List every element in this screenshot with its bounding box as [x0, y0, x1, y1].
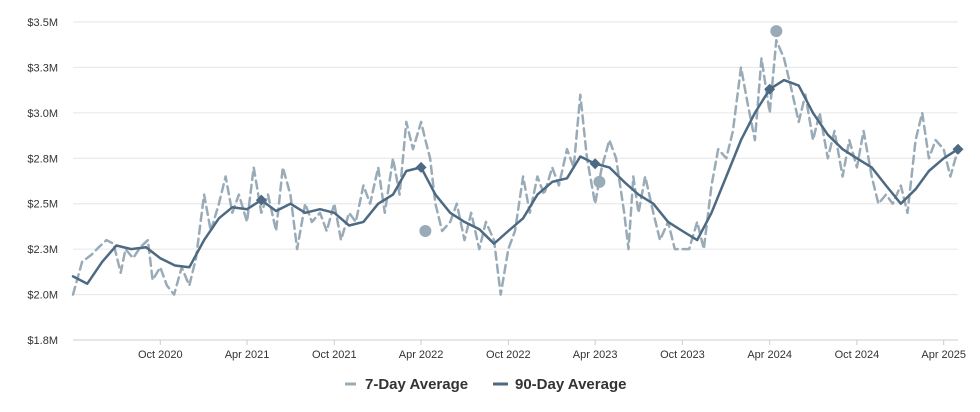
marker-7-day [770, 25, 783, 38]
legend-label-90-day: 90-Day Average [515, 376, 626, 393]
series-line-90-day [71, 78, 960, 285]
marker-90-day [764, 83, 776, 95]
series-markers [255, 25, 964, 237]
x-tick-label: Oct 2024 [835, 349, 880, 361]
marker-90-day [589, 158, 601, 170]
y-tick-label: $3.0M [27, 108, 58, 120]
series-lines [71, 38, 960, 296]
x-tick-label: Apr 2024 [747, 349, 792, 361]
y-tick-label: $2.8M [27, 153, 58, 165]
legend[interactable]: 7-Day Average 90-Day Average [345, 376, 626, 393]
y-tick-label: $3.5M [27, 17, 58, 29]
marker-90-day [255, 194, 267, 206]
x-tick-label: Apr 2022 [399, 349, 444, 361]
x-tick-label: Oct 2022 [486, 349, 531, 361]
x-tick-label: Apr 2021 [225, 349, 270, 361]
marker-90-day [952, 143, 964, 155]
series-line-7-day [71, 38, 960, 296]
marker-7-day [593, 175, 606, 188]
x-axis-ticks: Oct 2020 Apr 2021 Oct 2021 Apr 2022 Oct 2022… [138, 340, 966, 361]
x-tick-label: Apr 2025 [921, 349, 966, 361]
legend-item-7-day[interactable]: 7-Day Average [345, 376, 468, 393]
y-tick-label: $2.0M [27, 290, 58, 302]
marker-7-day [419, 224, 432, 237]
x-tick-label: Oct 2023 [660, 349, 705, 361]
y-tick-label: $3.3M [27, 62, 58, 74]
grid-lines [73, 21, 958, 296]
x-tick-label: Apr 2023 [573, 349, 618, 361]
marker-90-day [415, 161, 427, 173]
y-tick-label: $1.8M [27, 335, 58, 347]
legend-label-7-day: 7-Day Average [365, 376, 468, 393]
y-tick-label: $2.3M [27, 244, 58, 256]
x-tick-label: Oct 2021 [312, 349, 357, 361]
legend-item-90-day[interactable]: 90-Day Average [493, 376, 626, 393]
y-tick-label: $2.5M [27, 199, 58, 211]
y-axis-ticks: $1.8M $2.0M $2.3M $2.5M $2.8M $3.0M $3.3M $3.5M [27, 17, 58, 347]
x-tick-label: Oct 2020 [138, 349, 183, 361]
